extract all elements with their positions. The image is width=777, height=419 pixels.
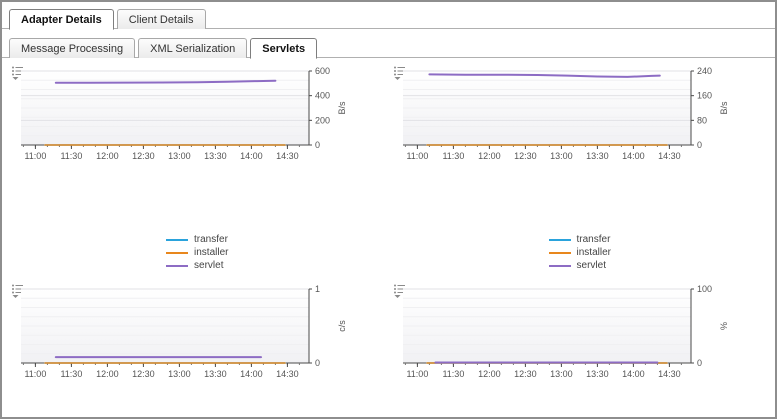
x-tick-label: 14:00 (622, 369, 645, 379)
legend-item-servlet[interactable]: servlet (548, 259, 611, 272)
x-tick-label: 11:00 (406, 151, 428, 161)
x-tick-label: 12:30 (514, 151, 537, 161)
y-tick-label: 240 (697, 66, 712, 76)
x-tick-label: 11:30 (60, 151, 82, 161)
chart-legend: transfer installer servlet (548, 233, 611, 272)
legend-label: servlet (194, 260, 224, 271)
y-tick-label: 0 (315, 140, 320, 150)
x-tick-label: 11:30 (60, 369, 82, 379)
charts-grid: Read Rates 11:0011:3012:0012:3013:0013:3… (2, 58, 775, 417)
x-tick-label: 11:00 (24, 151, 46, 161)
x-tick-label: 11:30 (442, 151, 464, 161)
x-tick-label: 13:00 (168, 151, 191, 161)
y-tick-label: 160 (697, 91, 712, 101)
x-tick-label: 12:30 (514, 369, 537, 379)
tab-message-processing[interactable]: Message Processing (9, 38, 136, 58)
chart-header: Read Rates 11:0011:3012:0012:3013:0013:3… (6, 66, 389, 161)
y-axis-unit-label: B/s (337, 101, 347, 115)
x-tick-label: 14:30 (658, 151, 681, 161)
x-tick-label: 13:30 (204, 369, 227, 379)
legend-item-servlet[interactable]: servlet (166, 259, 228, 272)
legend-item-installer[interactable]: installer (166, 246, 228, 259)
x-tick-label: 14:30 (658, 369, 681, 379)
legend-label: installer (194, 247, 229, 258)
chart-options-icon[interactable]: 11:00 11:30 12:00 12:30 13:00 13:30 14:00 14:30… (11, 65, 373, 175)
y-axis-unit-label: c/s (337, 320, 347, 332)
x-tick-label: 13:00 (550, 369, 573, 379)
chart-options-icon[interactable]: 11:00 11:30 12:00 12:30 13:00 13:30 14:00 14:30… (393, 65, 755, 175)
x-tick-label: 13:30 (204, 151, 227, 161)
legend-swatch (166, 251, 189, 254)
series-line-servlet (54, 79, 276, 84)
x-tick-label: 12:30 (132, 369, 155, 379)
tab-label: XML Serialization (150, 43, 236, 55)
x-tick-label: 12:00 (478, 151, 501, 161)
legend-swatch (548, 238, 571, 241)
tab-label: Adapter Details (21, 14, 102, 26)
x-tick-label: 14:00 (622, 151, 645, 161)
x-tick-label: 13:30 (586, 369, 609, 379)
legend-item-transfer[interactable]: transfer (166, 233, 228, 246)
y-tick-label: 0 (315, 358, 320, 368)
y-axis-unit-label: B/s (719, 101, 729, 115)
chart-legend: transfer installer servlet (166, 233, 228, 272)
series-line-servlet (428, 73, 661, 78)
x-tick-label: 14:00 (240, 151, 263, 161)
x-tick-label: 13:30 (586, 151, 609, 161)
legend-swatch (548, 264, 571, 267)
chart-options-icon[interactable]: 11:00 11:30 12:00 12:30 13:00 13:30 14:00 14:30… (11, 283, 373, 393)
y-tick-label: 80 (697, 115, 707, 125)
x-tick-label: 12:30 (132, 151, 155, 161)
tab-servlets[interactable]: Servlets (250, 38, 318, 59)
x-tick-label: 13:00 (168, 369, 191, 379)
chart-options-icon[interactable]: 11:00 11:30 12:00 12:30 13:00 13:30 14:00 14:30… (393, 283, 755, 393)
tab-label: Servlets (262, 43, 306, 55)
tab-xml-serialization[interactable]: XML Serialization (138, 38, 248, 58)
x-tick-label: 13:00 (550, 151, 573, 161)
chart-header: Request Rate 11:0011:3012:0012:3013:0013… (6, 284, 389, 379)
chart-write-rates: Write Rates 11:0011:3012:0012:3013:0013:… (389, 66, 772, 272)
tab-adapter-details[interactable]: Adapter Details (9, 9, 114, 30)
x-tick-label: 12:00 (478, 369, 501, 379)
y-tick-label: 600 (315, 66, 330, 76)
x-tick-label: 12:00 (96, 151, 119, 161)
x-tick-label: 11:30 (442, 369, 464, 379)
legend-swatch (166, 238, 189, 241)
y-tick-label: 1 (315, 284, 320, 294)
legend-item-installer[interactable]: installer (548, 246, 611, 259)
legend-label: transfer (576, 234, 611, 245)
x-tick-label: 14:30 (276, 151, 299, 161)
chart-header: Request Time 11:0011:3012:0012:3013:0013… (389, 284, 772, 379)
y-tick-label: 400 (315, 91, 330, 101)
x-tick-label: 14:30 (276, 369, 299, 379)
y-tick-label: 200 (315, 115, 330, 125)
chart-request-time: Request Time 11:0011:3012:0012:3013:0013… (389, 284, 772, 417)
x-tick-label: 14:00 (240, 369, 263, 379)
tab-client-details[interactable]: Client Details (116, 9, 206, 29)
y-tick-label: 0 (697, 140, 702, 150)
y-tick-label: 0 (697, 358, 702, 368)
legend-swatch (548, 251, 571, 254)
legend-item-transfer[interactable]: transfer (548, 233, 611, 246)
tab-label: Message Processing (21, 43, 124, 55)
legend-label: transfer (194, 234, 228, 245)
y-axis-unit-label: % (719, 322, 729, 330)
x-tick-label: 12:00 (96, 369, 119, 379)
y-tick-label: 100 (697, 284, 712, 294)
legend-label: installer (576, 247, 611, 258)
legend-label: servlet (576, 260, 606, 271)
chart-header: Write Rates 11:0011:3012:0012:3013:0013:… (389, 66, 772, 161)
chart-read-rates: Read Rates 11:0011:3012:0012:3013:0013:3… (6, 66, 389, 272)
legend-swatch (166, 264, 189, 267)
tab-label: Client Details (128, 14, 194, 26)
x-tick-label: 11:00 (24, 369, 46, 379)
secondary-tabbar: Message Processing XML Serialization Ser… (2, 29, 775, 59)
chart-request-rate: Request Rate 11:0011:3012:0012:3013:0013… (6, 284, 389, 417)
x-tick-label: 11:00 (406, 369, 428, 379)
primary-tabbar: Adapter Details Client Details (2, 2, 775, 30)
